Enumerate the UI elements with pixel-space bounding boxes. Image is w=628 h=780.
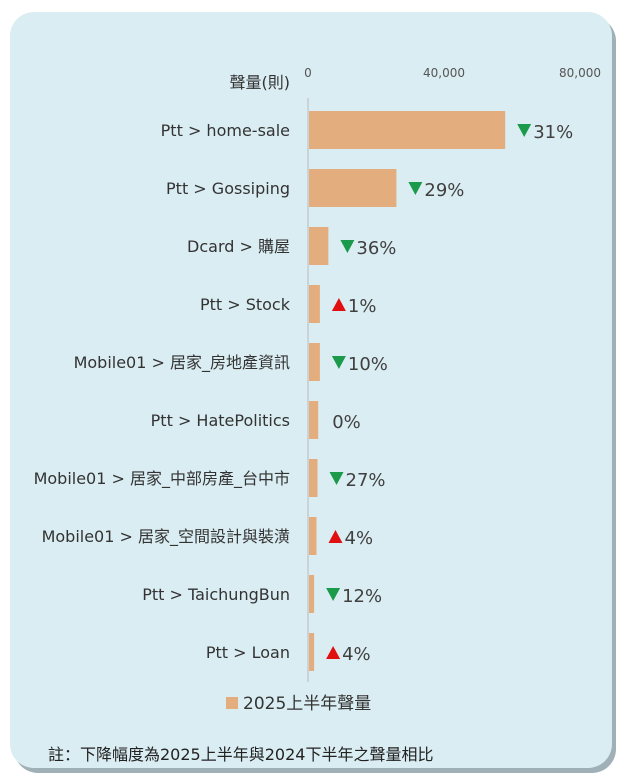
bar [309, 633, 315, 671]
bar [309, 459, 318, 497]
change-label: 4% [345, 528, 374, 549]
axis-title: 聲量(則) [230, 73, 291, 92]
category-label: Dcard > 購屋 [187, 237, 290, 256]
change-label: 4% [342, 644, 371, 665]
category-label: Ptt > Loan [206, 643, 290, 662]
footnote: 註：下降幅度為2025上半年與2024下半年之聲量相比 [48, 745, 433, 764]
change-label: 29% [424, 180, 464, 201]
change-label: 12% [342, 586, 382, 607]
x-tick-label: 80,000 [559, 66, 601, 80]
category-label: Mobile01 > 居家_中部房產_台中市 [34, 469, 290, 489]
up-arrow-icon [331, 298, 346, 311]
bar [309, 227, 329, 265]
legend-label: 2025上半年聲量 [243, 694, 371, 714]
bar [309, 285, 320, 323]
up-arrow-icon [328, 530, 343, 543]
change-label: 36% [356, 238, 396, 259]
up-arrow-icon [326, 646, 341, 659]
change-label: 1% [348, 296, 377, 317]
down-arrow-icon [331, 356, 346, 369]
legend-swatch [226, 697, 238, 709]
category-label: Ptt > Gossiping [166, 179, 290, 198]
category-label: Ptt > TaichungBun [142, 585, 290, 604]
legend: 2025上半年聲量 [226, 694, 371, 714]
category-label: Ptt > Stock [200, 295, 291, 314]
bar [309, 517, 317, 555]
category-label: Ptt > home-sale [161, 121, 290, 140]
down-arrow-icon [517, 124, 532, 137]
bar [309, 169, 397, 207]
category-label: Mobile01 > 居家_空間設計與裝潢 [42, 527, 290, 547]
change-label: 31% [533, 122, 573, 143]
bar [309, 401, 319, 439]
down-arrow-icon [340, 240, 355, 253]
x-tick-label: 0 [304, 66, 312, 80]
bar [309, 575, 315, 613]
down-arrow-icon [408, 182, 423, 195]
category-label: Ptt > HatePolitics [151, 411, 290, 430]
category-label: Mobile01 > 居家_房地產資訊 [74, 353, 290, 373]
change-label: 27% [346, 470, 386, 491]
down-arrow-icon [326, 588, 341, 601]
bar [309, 111, 506, 149]
bar [309, 343, 320, 381]
down-arrow-icon [329, 472, 344, 485]
change-label: 0% [332, 412, 361, 433]
change-label: 10% [348, 354, 388, 375]
x-tick-label: 40,000 [423, 66, 465, 80]
